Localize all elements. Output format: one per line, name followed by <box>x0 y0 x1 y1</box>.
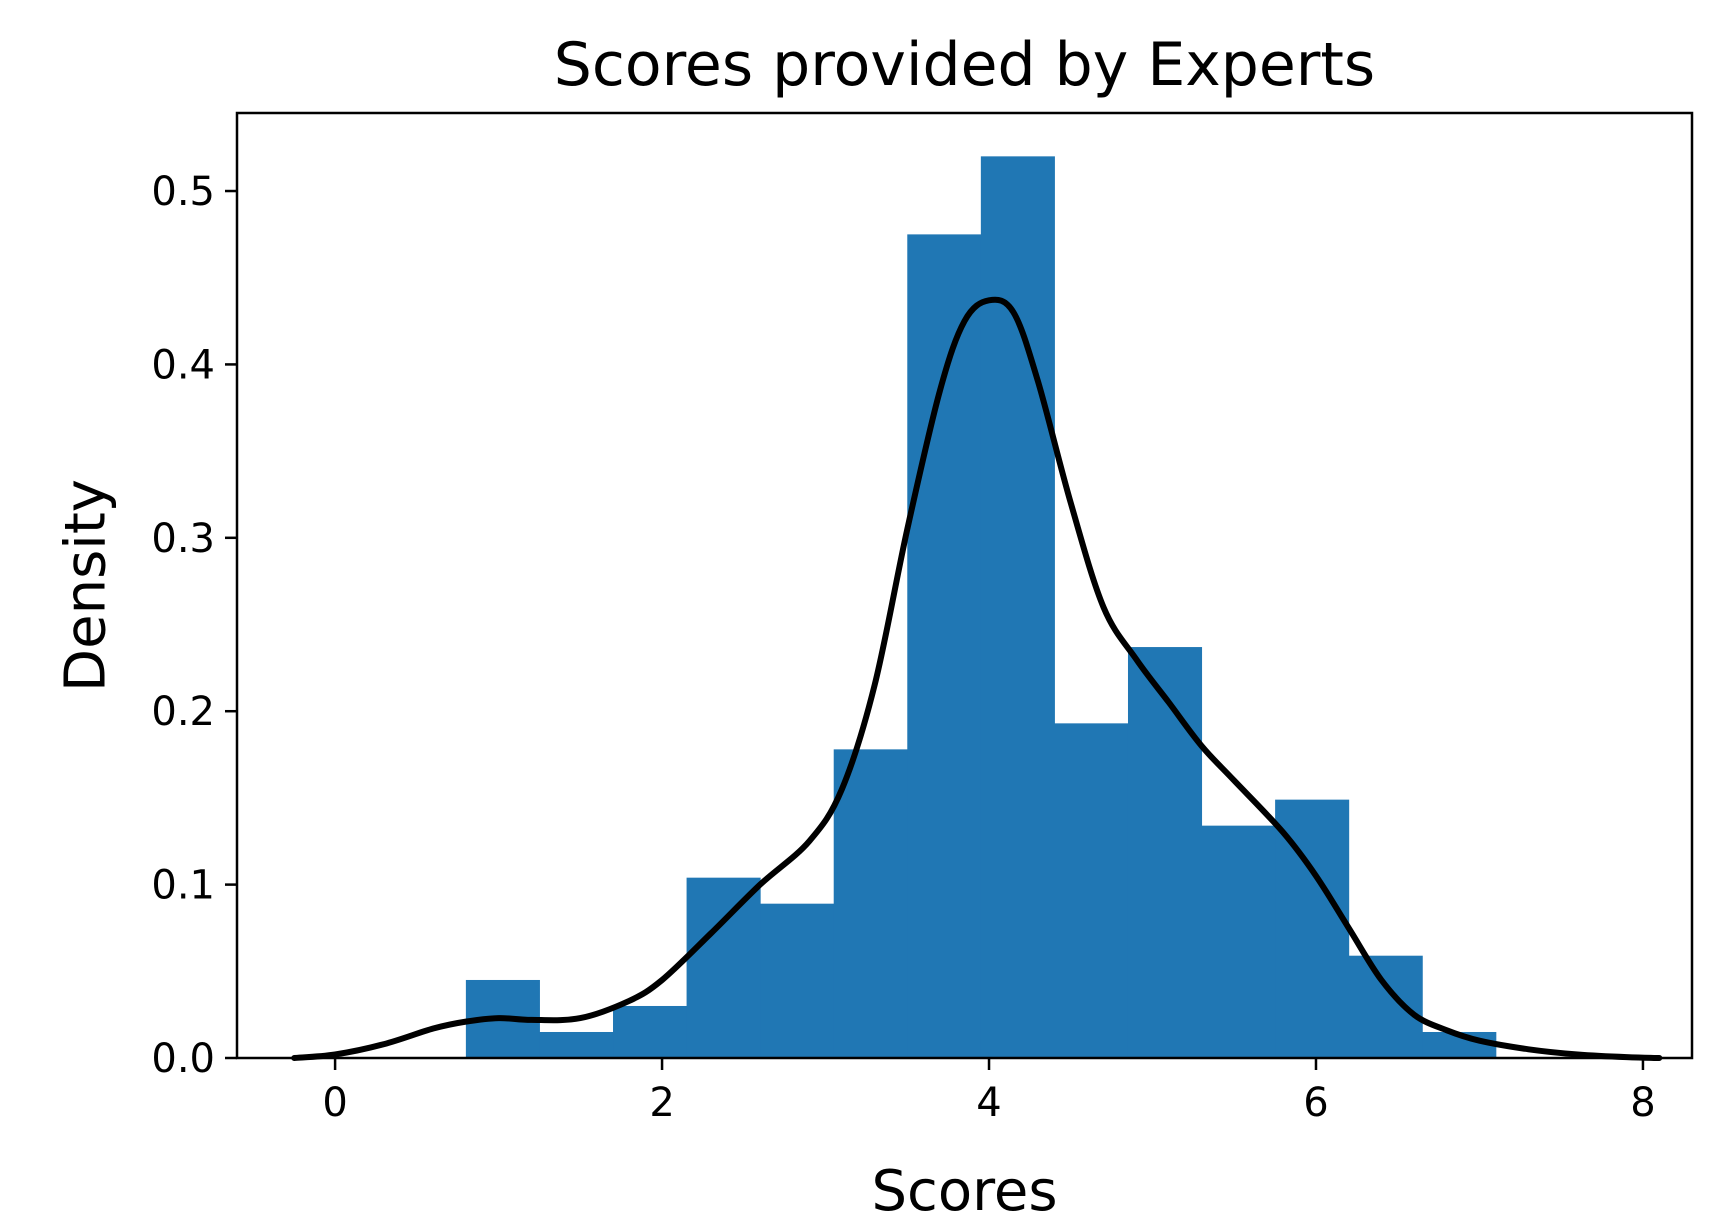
x-axis-label: Scores <box>871 1159 1057 1224</box>
plot-frame <box>235 111 1694 1060</box>
histogram-bar <box>613 1005 688 1058</box>
y-axis-label: Density <box>54 479 119 692</box>
histogram-bar <box>980 156 1055 1058</box>
x-axis-ticks: 0 2 4 6 8 <box>322 1058 1656 1126</box>
y-tick-label: 0.5 <box>151 169 215 215</box>
y-tick-label: 0.4 <box>151 342 215 388</box>
x-tick-label: 8 <box>1630 1080 1655 1126</box>
y-tick-label: 0.1 <box>151 863 215 909</box>
histogram-bar <box>1348 955 1423 1058</box>
x-tick-label: 0 <box>322 1080 347 1126</box>
x-tick-label: 2 <box>649 1080 674 1126</box>
chart-title: Scores provided by Experts <box>554 30 1375 100</box>
histogram-bar <box>1127 647 1203 1058</box>
y-tick-label: 0.3 <box>151 516 215 562</box>
y-tick-label: 0.0 <box>151 1036 215 1082</box>
histogram-bar <box>1275 799 1350 1058</box>
histogram-bar <box>833 749 908 1058</box>
x-tick-label: 4 <box>976 1080 1001 1126</box>
histogram-bar <box>907 234 982 1058</box>
x-tick-label: 6 <box>1303 1080 1328 1126</box>
histogram-bar <box>686 877 761 1058</box>
histogram-bar <box>1054 723 1129 1058</box>
y-tick-label: 0.2 <box>151 689 215 735</box>
histogram-bars <box>465 156 1497 1058</box>
histogram-bar <box>760 903 835 1058</box>
y-axis-ticks: 0.0 0.1 0.2 0.3 0.4 0.5 <box>151 169 237 1082</box>
histogram-bar <box>1201 825 1276 1058</box>
histogram-bar <box>539 1031 614 1058</box>
kde-curve <box>291 296 1663 1061</box>
